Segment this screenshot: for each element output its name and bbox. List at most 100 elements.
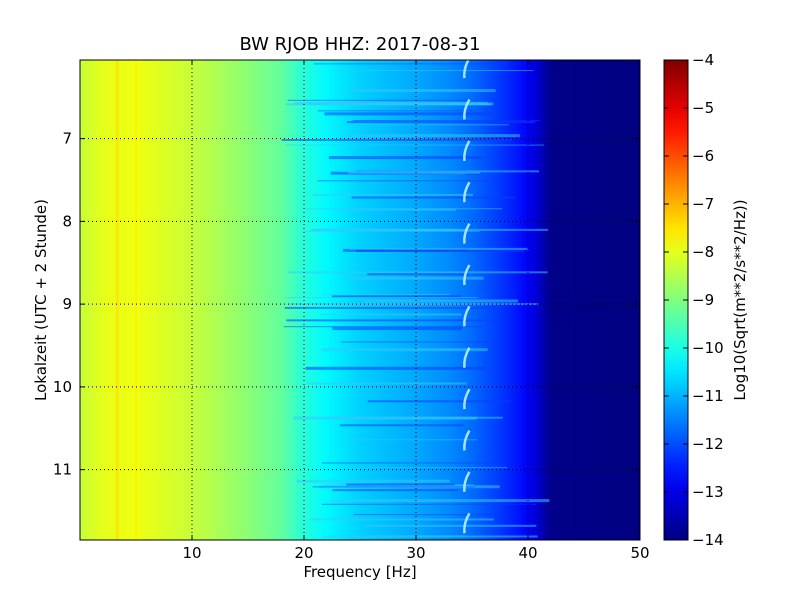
colorbar: −4 −5 −6 −7 −8 −9 −10 −11 −12 −13 −14 Log10(Sqrt(m… bbox=[663, 51, 749, 549]
y-axis-label: Lokalzeit (UTC + 2 Stunde) bbox=[32, 199, 50, 401]
y-axis-ticks: 7 8 9 10 11 bbox=[53, 130, 640, 479]
time-stripe bbox=[312, 228, 549, 231]
time-stripe bbox=[348, 89, 496, 93]
colorbar-tick-label: −10 bbox=[692, 339, 724, 357]
time-stripe bbox=[281, 139, 513, 141]
y-tick-label: 11 bbox=[53, 461, 72, 479]
time-stripe bbox=[340, 535, 466, 537]
time-stripe bbox=[324, 112, 492, 116]
time-stripe bbox=[329, 70, 534, 72]
drifting-line-segment bbox=[463, 264, 471, 286]
time-stripe bbox=[337, 170, 539, 173]
time-stripe bbox=[321, 462, 494, 464]
chart-title: BW RJOB HHZ: 2017-08-31 bbox=[239, 34, 480, 55]
time-stripe bbox=[332, 489, 459, 492]
time-stripe bbox=[317, 180, 502, 182]
time-stripe bbox=[367, 273, 469, 276]
peak-line bbox=[135, 60, 137, 540]
drifting-line-segment bbox=[463, 429, 471, 451]
x-tick-label: 40 bbox=[518, 544, 537, 562]
colorbar-tick-label: −13 bbox=[692, 483, 724, 501]
time-stripe bbox=[355, 249, 468, 252]
x-tick-label: 20 bbox=[294, 544, 313, 562]
drifting-line-segment bbox=[463, 60, 470, 79]
x-tick-label: 50 bbox=[630, 544, 649, 562]
time-stripe bbox=[284, 306, 489, 309]
time-stripe bbox=[310, 518, 494, 521]
time-stripe bbox=[346, 483, 455, 486]
drifting-line-segment bbox=[463, 98, 471, 120]
time-stripe bbox=[286, 144, 545, 146]
drifting-line-segment bbox=[463, 140, 471, 162]
time-stripe bbox=[348, 247, 529, 250]
time-stripe bbox=[286, 319, 497, 322]
colorbar-tick-label: −5 bbox=[692, 99, 714, 117]
time-stripe bbox=[312, 193, 473, 196]
colorbar-tick-label: −8 bbox=[692, 243, 714, 261]
drifting-line-segment bbox=[463, 181, 471, 203]
x-tick-label: 30 bbox=[406, 544, 425, 562]
y-tick-label: 9 bbox=[62, 295, 72, 313]
time-stripe bbox=[348, 467, 508, 469]
colorbar-ticks: −4 −5 −6 −7 −8 −9 −10 −11 −12 −13 −14 bbox=[664, 51, 724, 549]
time-stripe bbox=[306, 382, 467, 385]
time-stripe bbox=[308, 102, 494, 106]
time-stripe bbox=[305, 366, 486, 370]
colorbar-tick-label: −9 bbox=[692, 291, 714, 309]
drifting-line-segment bbox=[463, 512, 471, 534]
time-stripe bbox=[319, 313, 462, 316]
colorbar-tick-label: −4 bbox=[692, 51, 714, 69]
time-stripe bbox=[351, 196, 516, 199]
time-stripe bbox=[332, 327, 463, 331]
colorbar-tick-label: −7 bbox=[692, 195, 714, 213]
y-tick-label: 7 bbox=[62, 130, 72, 148]
time-stripe bbox=[330, 499, 550, 503]
plot-area bbox=[80, 60, 640, 540]
colorbar-label: Log10(Sqrt(m**2/s**2/Hz)) bbox=[731, 199, 749, 400]
drifting-line-segment bbox=[463, 305, 471, 327]
time-stripe bbox=[347, 171, 481, 174]
drifting-line-segment bbox=[463, 347, 471, 368]
time-stripe bbox=[331, 295, 462, 298]
time-stripe bbox=[353, 514, 492, 516]
time-stripe bbox=[288, 271, 548, 274]
time-stripe bbox=[364, 524, 537, 527]
x-tick-label: 10 bbox=[182, 544, 201, 562]
time-stripe bbox=[321, 503, 537, 505]
y-tick-label: 10 bbox=[53, 378, 72, 396]
time-stripe bbox=[286, 297, 478, 299]
time-stripe bbox=[352, 120, 540, 122]
time-stripe bbox=[336, 208, 456, 211]
time-stripe bbox=[313, 63, 509, 65]
time-stripe bbox=[347, 276, 484, 280]
time-stripe bbox=[312, 486, 475, 488]
time-stripe bbox=[346, 121, 536, 124]
time-stripe bbox=[367, 400, 512, 403]
peak-line-secondary bbox=[115, 60, 119, 540]
plot-frame bbox=[79, 59, 641, 541]
x-axis-ticks: 10 20 30 40 50 bbox=[182, 60, 650, 562]
time-stripe bbox=[288, 303, 539, 306]
time-stripe bbox=[345, 439, 478, 441]
time-stripe bbox=[283, 326, 483, 328]
y-tick-label: 8 bbox=[62, 212, 72, 230]
x-axis-label: Frequency [Hz] bbox=[303, 563, 416, 581]
time-stripes bbox=[281, 63, 550, 538]
drifting-line-segment bbox=[463, 223, 471, 244]
time-stripe bbox=[340, 424, 464, 427]
time-stripe bbox=[322, 293, 450, 295]
time-stripe bbox=[320, 348, 488, 352]
time-stripe bbox=[322, 535, 538, 538]
time-stripe bbox=[346, 124, 509, 126]
spectral-features bbox=[115, 60, 471, 540]
time-stripe bbox=[328, 416, 503, 419]
time-stripe bbox=[362, 299, 518, 303]
time-stripe bbox=[296, 479, 450, 483]
colorbar-tick-label: −11 bbox=[692, 387, 724, 405]
time-stripe bbox=[340, 341, 500, 343]
colorbar-tick-label: −6 bbox=[692, 147, 714, 165]
drifting-line-segment bbox=[463, 388, 471, 410]
drifting-line-segment bbox=[463, 471, 471, 493]
